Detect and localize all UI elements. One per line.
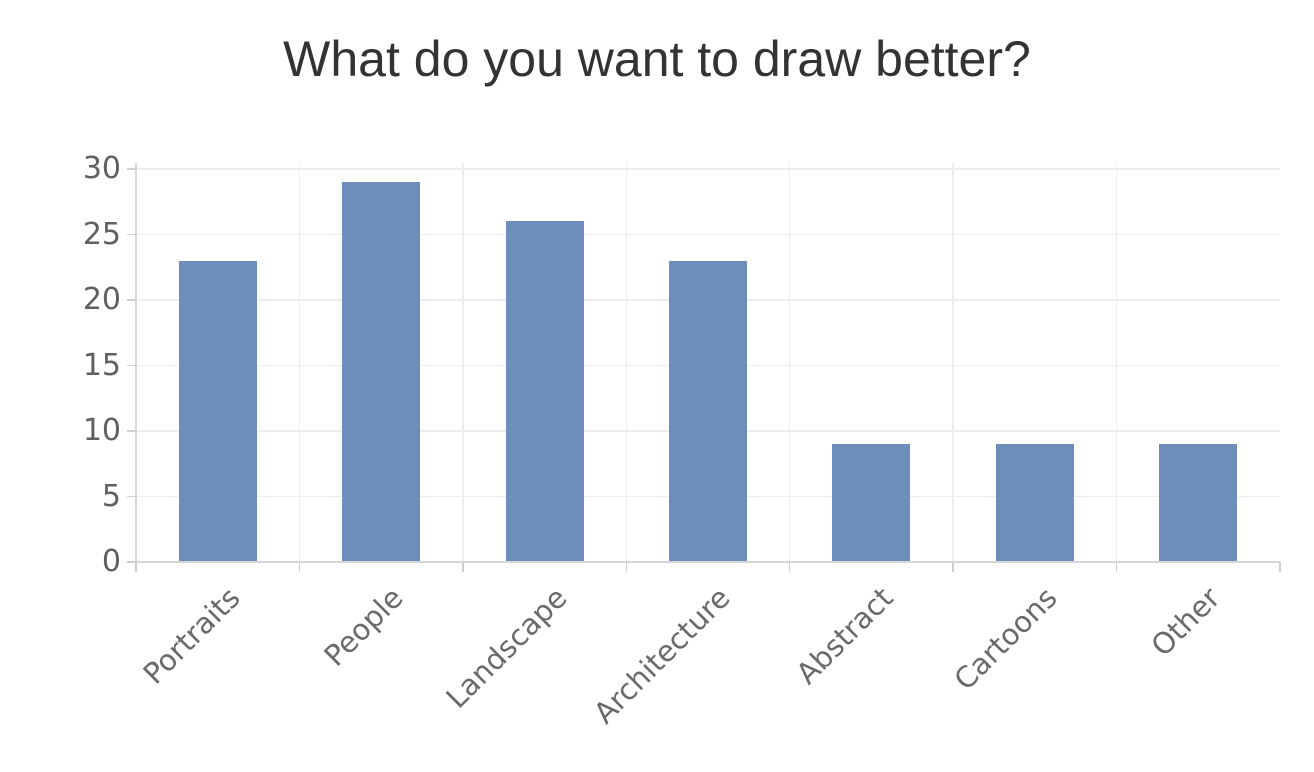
y-tick (127, 430, 136, 432)
y-tick-label: 0 (101, 544, 121, 579)
x-tick (952, 562, 954, 572)
x-tick (1115, 562, 1118, 572)
x-tick (788, 562, 791, 572)
x-axis-line (127, 561, 1280, 563)
x-tick (462, 562, 464, 572)
bar-people (342, 182, 421, 562)
x-category-label: Landscape (438, 580, 574, 715)
v-gridline (462, 163, 464, 562)
bar-portraits (178, 260, 257, 562)
y-tick (127, 364, 136, 367)
bar-architecture (669, 260, 747, 562)
x-category-label: Portraits (136, 580, 247, 691)
chart-title: What do you want to draw better? (283, 31, 1031, 87)
bar-cartoons (995, 444, 1074, 562)
x-tick (1279, 562, 1281, 572)
h-gridline (136, 233, 1280, 236)
y-tick-label: 20 (82, 282, 121, 317)
y-tick-label: 15 (82, 347, 121, 383)
y-tick-label: 5 (101, 478, 121, 514)
y-tick-label: 10 (82, 413, 121, 448)
x-tick (625, 562, 628, 572)
v-gridline (625, 163, 628, 562)
y-tick-label: 30 (82, 151, 121, 186)
y-tick (127, 233, 136, 236)
y-tick (127, 495, 136, 498)
x-category-label: Other (1144, 580, 1227, 663)
x-tick (298, 562, 301, 572)
x-tick (135, 562, 137, 572)
x-category-label: Abstract (789, 580, 901, 691)
y-tick-label: 25 (82, 216, 121, 252)
y-tick (127, 168, 136, 170)
y-axis-line (135, 163, 137, 572)
h-gridline (136, 168, 1280, 170)
x-category-label: Architecture (587, 580, 737, 731)
bar-other (1159, 444, 1238, 562)
v-gridline (298, 163, 301, 562)
x-category-label: People (317, 580, 410, 673)
plot-area: 0 5 10 15 20 25 30 Portraits People Landscape Arch… (83, 154, 1281, 730)
bar-landscape (505, 221, 584, 562)
v-gridline (788, 163, 791, 562)
v-gridline (952, 163, 954, 562)
y-tick (127, 561, 136, 563)
x-category-label: Cartoons (947, 580, 1064, 697)
v-gridline (1115, 163, 1118, 562)
y-tick (127, 299, 136, 301)
bar-abstract (832, 444, 911, 562)
